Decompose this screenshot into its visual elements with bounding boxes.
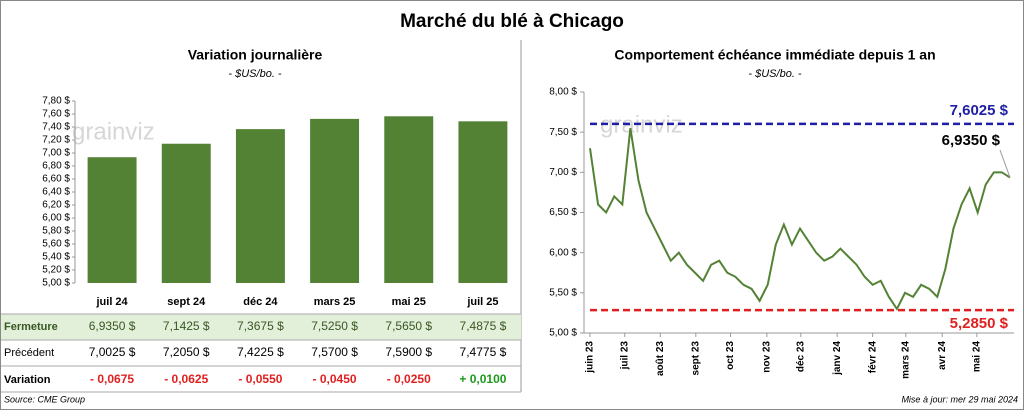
table-cell: 7,5700 $ [311, 345, 358, 359]
y-tick-label: 5,00 $ [42, 278, 70, 289]
y-tick-label: 5,50 $ [549, 287, 577, 298]
y-tick-label: 6,00 $ [549, 247, 577, 258]
x-tick-label: juil 25 [466, 296, 498, 308]
x-tick-label: sept 23 [690, 341, 701, 376]
y-tick-label: 5,80 $ [42, 226, 70, 237]
table-cell: - 0,0550 [238, 372, 282, 386]
y-tick-label: 6,20 $ [42, 200, 70, 211]
x-tick-label: janv 24 [832, 341, 843, 376]
x-tick-label: sept 24 [167, 296, 206, 308]
x-tick-label: févr 24 [867, 341, 878, 374]
bar [161, 143, 211, 283]
y-tick-label: 7,40 $ [42, 122, 70, 133]
table-cell: 7,0025 $ [89, 345, 136, 359]
y-tick-label: 6,60 $ [42, 174, 70, 185]
bar [235, 129, 285, 283]
table-cell: 7,5900 $ [385, 345, 432, 359]
bar [87, 157, 137, 283]
x-tick-label: juil 23 [619, 341, 630, 371]
y-tick-label: 7,50 $ [549, 127, 577, 138]
x-tick-label: août 23 [655, 341, 666, 376]
y-tick-label: 7,80 $ [42, 96, 70, 107]
table-cell: 7,4775 $ [460, 345, 507, 359]
y-tick-label: 6,40 $ [42, 187, 70, 198]
bar [458, 121, 508, 283]
x-tick-label: oct 23 [725, 341, 736, 370]
x-tick-label: nov 23 [762, 341, 773, 373]
table-cell: 7,5250 $ [311, 319, 358, 333]
row-label: Précédent [4, 347, 54, 359]
x-tick-label: mars 25 [314, 296, 356, 308]
y-tick-label: 8,00 $ [549, 87, 577, 98]
row-label: Variation [4, 374, 51, 386]
table-cell: 7,4875 $ [460, 319, 507, 333]
row-label: Fermeture [4, 321, 58, 333]
chart-subtitle: - $US/bo. - [228, 68, 282, 80]
source: Source: CME Group [4, 394, 85, 404]
y-tick-label: 6,80 $ [42, 161, 70, 172]
table-cell: + 0,0100 [459, 372, 506, 386]
bar [310, 118, 360, 283]
table-cell: - 0,0250 [387, 372, 431, 386]
y-tick-label: 6,50 $ [549, 207, 577, 218]
x-tick-label: mars 24 [900, 341, 911, 379]
y-tick-label: 6,00 $ [42, 213, 70, 224]
y-tick-label: 7,00 $ [42, 148, 70, 159]
x-tick-label: déc 23 [795, 341, 806, 373]
y-tick-label: 7,60 $ [42, 109, 70, 120]
x-tick-label: avr 24 [937, 341, 948, 370]
x-tick-label: mai 24 [972, 341, 983, 373]
y-tick-label: 5,40 $ [42, 252, 70, 263]
line [589, 127, 1011, 311]
last-value-label: 6,9350 $ [942, 132, 1001, 149]
x-tick-label: déc 24 [243, 296, 278, 308]
reference-label: 5,2850 $ [950, 315, 1009, 332]
chart-subtitle: - $US/bo. - [748, 68, 802, 80]
table-cell: 7,1425 $ [163, 319, 210, 333]
watermark: grainviz [72, 118, 155, 145]
page-title: Marché du blé à Chicago [400, 11, 624, 32]
chart-title: Variation journalière [188, 47, 323, 63]
y-tick-label: 7,20 $ [42, 135, 70, 146]
row-highlight [1, 314, 521, 340]
table-cell: 7,3675 $ [237, 319, 284, 333]
table-cell: - 0,0625 [164, 372, 208, 386]
table-cell: 7,5650 $ [385, 319, 432, 333]
table-cell: 7,4225 $ [237, 345, 284, 359]
bar [384, 116, 434, 284]
reference-label: 7,6025 $ [950, 102, 1009, 119]
x-tick-label: juil 24 [95, 296, 128, 308]
table-cell: - 0,0450 [313, 372, 357, 386]
x-tick-label: juin 23 [585, 341, 596, 374]
y-tick-label: 5,20 $ [42, 265, 70, 276]
callout-line [999, 149, 1011, 178]
chart-title: Comportement échéance immédiate depuis 1… [614, 47, 935, 63]
updated: Mise à jour: mer 29 mai 2024 [901, 394, 1018, 404]
y-tick-label: 5,60 $ [42, 239, 70, 250]
table-cell: - 0,0675 [90, 372, 134, 386]
table-cell: 7,2050 $ [163, 345, 210, 359]
y-tick-label: 5,00 $ [549, 328, 577, 339]
x-tick-label: mai 25 [392, 296, 426, 308]
y-tick-label: 7,00 $ [549, 167, 577, 178]
table-cell: 6,9350 $ [89, 319, 136, 333]
